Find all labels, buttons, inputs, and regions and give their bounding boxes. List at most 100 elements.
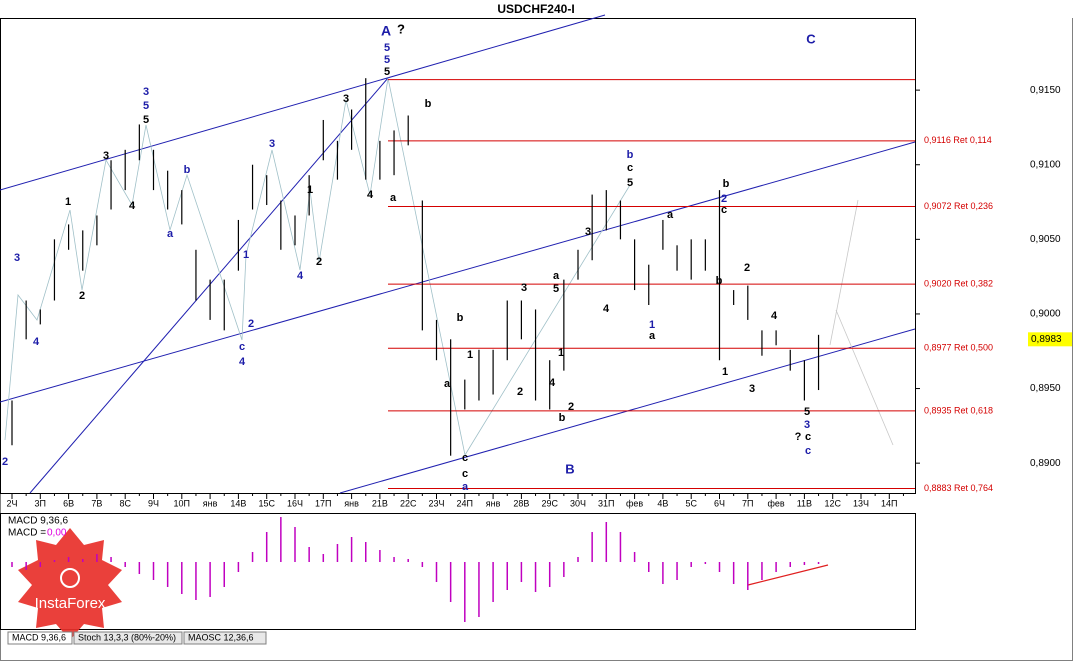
x-tick-label: фев <box>626 498 643 508</box>
wave-label: 3 <box>521 282 527 294</box>
fib-label: 0,9116 Ret 0,114 <box>924 135 992 145</box>
logo: InstaForex <box>18 528 122 640</box>
x-tick-label: 3П <box>35 498 46 508</box>
wave-label: b <box>716 275 723 287</box>
x-tick-label: 11В <box>797 498 812 508</box>
wave-label: A <box>381 23 391 39</box>
wave-label: b <box>184 164 191 176</box>
wave-label: 1 <box>467 349 473 361</box>
wave-label: C <box>806 31 816 46</box>
title-bar <box>0 0 1073 18</box>
wave-label: 5 <box>627 177 633 189</box>
wave-path <box>4 77 631 457</box>
fib-label: 0,8883 Ret 0,764 <box>924 483 993 493</box>
tab-label: MACD 9,36,6 <box>12 632 66 642</box>
wave-label: 3 <box>103 150 109 162</box>
wave-label: c <box>239 341 245 353</box>
wave-label: c <box>805 431 811 443</box>
x-tick-label: 22С <box>400 498 417 508</box>
wave-label: c <box>462 452 468 464</box>
wave-label: 3 <box>14 252 20 264</box>
trend-line <box>29 77 389 494</box>
wave-label: c <box>462 468 468 480</box>
x-tick-label: 29С <box>541 498 558 508</box>
x-tick-label: 15С <box>258 498 275 508</box>
chart-title: USDCHF240-I <box>497 2 574 16</box>
wave-label: a <box>444 378 451 390</box>
x-tick-label: 30Ч <box>570 498 586 508</box>
x-tick-label: 6Ч <box>714 498 725 508</box>
wave-label: B <box>565 461 574 476</box>
tab[interactable] <box>183 631 267 645</box>
wave-label: 3 <box>343 93 349 105</box>
wave-label: 5 <box>143 114 149 126</box>
trend-line <box>0 14 606 191</box>
tab-label: Stoch 13,3,3 (80%-20%) <box>78 632 176 642</box>
y-tick-label: 0,9050 <box>1030 234 1061 245</box>
y-tick-label: 0,8950 <box>1030 383 1061 394</box>
wave-label: 1 <box>65 196 71 208</box>
wave-label: 5 <box>384 66 390 78</box>
wave-label: b <box>457 312 464 324</box>
macd-title: MACD 9,36,6 <box>8 516 68 527</box>
x-tick-label: 21В <box>372 498 388 508</box>
wave-label: c <box>805 445 811 457</box>
wave-label: 3 <box>269 138 275 150</box>
fib-label: 0,9020 Ret 0,382 <box>924 278 993 288</box>
wave-label: 2 <box>248 318 254 330</box>
wave-label: 5 <box>553 283 559 295</box>
price-plot <box>0 18 916 494</box>
wave-label: 3 <box>749 383 755 395</box>
fib-label: 0,8935 Ret 0,618 <box>924 405 993 415</box>
x-tick-label: 9Ч <box>148 498 159 508</box>
wave-label: 1 <box>558 347 564 359</box>
x-tick-label: янв <box>203 498 218 508</box>
y-tick-label: 0,9150 <box>1030 85 1061 96</box>
wave-label: b <box>627 149 634 161</box>
x-tick-label: 2Ч <box>6 498 17 508</box>
wave-label: 2 <box>568 401 574 413</box>
wave-label: b <box>425 98 432 110</box>
wave-label: b <box>723 178 730 190</box>
x-tick-label: 12С <box>824 498 841 508</box>
macd-current-label: MACD = <box>8 528 46 539</box>
macd-trend-line <box>747 564 829 586</box>
x-tick-label: 24П <box>457 498 473 508</box>
wave-lines <box>4 77 894 457</box>
wave-label: 4 <box>239 356 246 368</box>
wave-label: c <box>627 162 633 174</box>
x-tick-label: янв <box>344 498 359 508</box>
trend-line <box>0 141 916 403</box>
macd-current-value: 0,00 <box>47 528 67 539</box>
wave-label: 3 <box>585 226 591 238</box>
wave-label: 4 <box>603 303 610 315</box>
channel-lines <box>0 14 916 494</box>
x-tick-label: 16Ч <box>287 498 303 508</box>
wave-label: ? <box>397 21 405 36</box>
wave-label: 1 <box>307 184 313 196</box>
wave-label: 5 <box>804 406 810 418</box>
forecast-path <box>835 309 894 446</box>
wave-label: a <box>553 270 560 282</box>
tab[interactable] <box>7 631 73 645</box>
wave-label: 4 <box>549 377 556 389</box>
wave-label: 2 <box>79 290 85 302</box>
y-tick-label: 0,8900 <box>1030 458 1061 469</box>
wave-label: 1 <box>722 366 728 378</box>
x-tick-label: 10П <box>174 498 190 508</box>
wave-label: 4 <box>33 336 40 348</box>
forecast-path <box>829 199 859 346</box>
wave-label: a <box>462 481 469 493</box>
x-tick-label: 14В <box>230 498 246 508</box>
wave-label: 5 <box>384 54 390 66</box>
wave-label: 4 <box>129 200 136 212</box>
x-tick-label: 8С <box>119 498 131 508</box>
tab[interactable] <box>73 631 183 645</box>
wave-label: 4 <box>367 189 374 201</box>
wave-label: 2 <box>517 386 523 398</box>
last-price-box <box>1028 332 1072 347</box>
fib-label: 0,9072 Ret 0,236 <box>924 201 993 211</box>
x-tick-label: 7П <box>742 498 753 508</box>
x-tick-label: 4В <box>657 498 668 508</box>
